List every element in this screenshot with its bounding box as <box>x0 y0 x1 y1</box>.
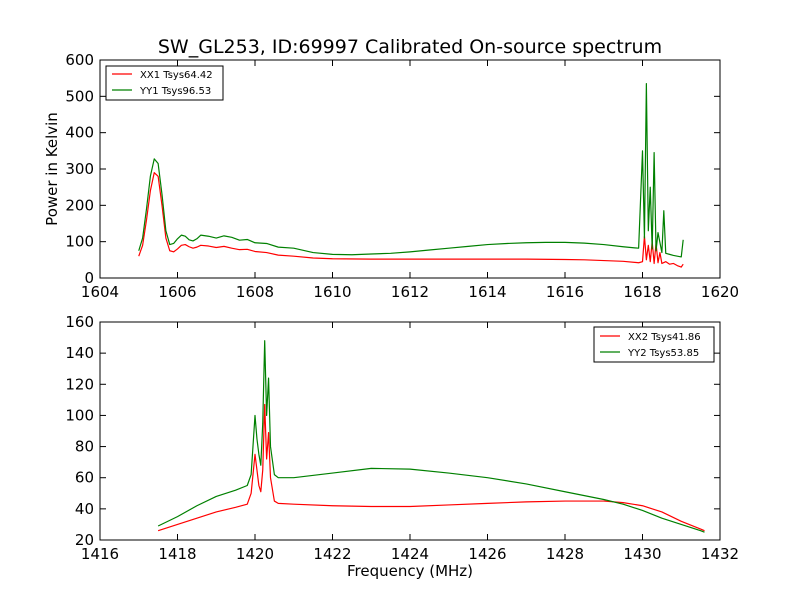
top-y-tick-label: 0 <box>84 269 94 287</box>
bottom-x-axis-label: Frequency (MHz) <box>347 562 473 580</box>
bottom-y-tick-label: 60 <box>75 469 94 487</box>
top-x-tick-label: 1608 <box>236 283 274 301</box>
top-axes-frame <box>99 59 721 279</box>
top-series-group <box>138 83 684 268</box>
bottom-y-tick-label: 40 <box>75 500 94 518</box>
bottom-x-tick-label: 1420 <box>236 545 274 563</box>
legend-label-xx2: XX2 Tsys41.86 <box>628 332 701 343</box>
top-y-tick-label: 400 <box>65 124 94 142</box>
bottom-x-tick-label: 1430 <box>623 545 661 563</box>
bottom-x-tick-label: 1422 <box>313 545 351 563</box>
bottom-plot: Frequency (MHz) 1416 1418 1420 1422 1424 1426… <box>65 313 739 580</box>
top-x-tick-label: 1604 <box>81 283 119 301</box>
bottom-y-tick-label: 140 <box>65 344 94 362</box>
top-axis-ticks: 1604 1606 1608 1610 1612 1614 1616 1618 1620 0 100… <box>65 51 739 301</box>
bottom-legend: XX2 Tsys41.86 YY2 Tsys53.85 <box>593 326 715 363</box>
top-series-line-yy <box>138 83 684 258</box>
bottom-x-tick-label: 1416 <box>81 545 119 563</box>
top-x-tick-label: 1614 <box>468 283 506 301</box>
top-plot: SW_GL253, ID:69997 Calibrated On-source … <box>43 36 739 301</box>
top-y-tick-label: 500 <box>65 87 94 105</box>
bottom-axis-ticks: 1416 1418 1420 1422 1424 1426 1428 1430 1432 20 40… <box>65 313 739 563</box>
chart-title: SW_GL253, ID:69997 Calibrated On-source … <box>158 36 662 58</box>
top-x-tick-label: 1620 <box>701 283 739 301</box>
top-x-tick-label: 1610 <box>313 283 351 301</box>
top-legend-box <box>105 65 224 101</box>
top-y-axis-label: Power in Kelvin <box>43 112 61 226</box>
top-y-tick-label: 300 <box>65 160 94 178</box>
bottom-x-tick-label: 1426 <box>468 545 506 563</box>
top-x-tick-label: 1616 <box>546 283 584 301</box>
bottom-y-tick-label: 120 <box>65 375 94 393</box>
top-x-tick-label: 1606 <box>158 283 196 301</box>
top-x-tick-label: 1618 <box>623 283 661 301</box>
legend-label-yy1: YY1 Tsys96.53 <box>139 86 211 97</box>
bottom-x-tick-label: 1428 <box>546 545 584 563</box>
bottom-y-tick-label: 160 <box>65 313 94 331</box>
bottom-y-tick-label: 80 <box>75 438 94 456</box>
legend-label-yy2: YY2 Tsys53.85 <box>627 348 699 359</box>
top-y-tick-label: 600 <box>65 51 94 69</box>
bottom-series-group <box>157 340 705 533</box>
bottom-x-tick-label: 1432 <box>701 545 739 563</box>
bottom-x-tick-label: 1418 <box>158 545 196 563</box>
bottom-axes-frame <box>99 321 721 541</box>
bottom-legend-box <box>593 326 715 363</box>
legend-label-xx1: XX1 Tsys64.42 <box>140 70 213 81</box>
top-y-tick-label: 200 <box>65 196 94 214</box>
bottom-x-tick-label: 1424 <box>391 545 429 563</box>
bottom-y-tick-label: 100 <box>65 406 94 424</box>
top-x-tick-label: 1612 <box>391 283 429 301</box>
bottom-y-tick-label: 20 <box>75 531 94 549</box>
bottom-series-line-yy <box>157 340 705 533</box>
top-legend: XX1 Tsys64.42 YY1 Tsys96.53 <box>105 65 224 101</box>
top-y-tick-label: 100 <box>65 233 94 251</box>
